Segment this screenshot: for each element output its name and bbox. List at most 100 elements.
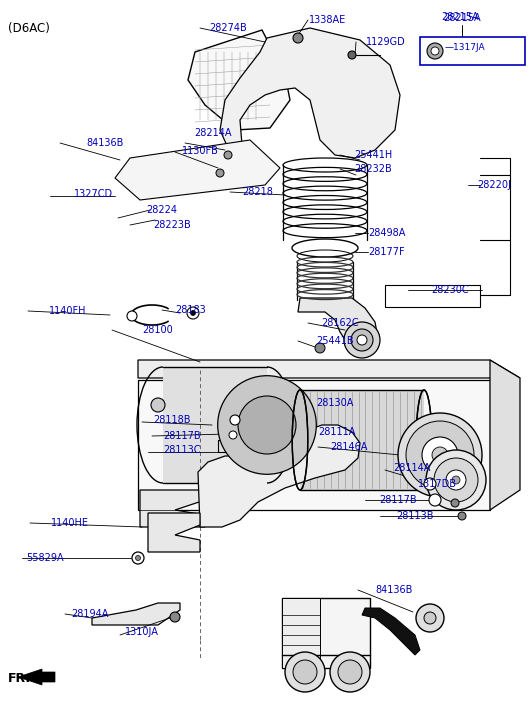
Circle shape xyxy=(422,437,458,473)
Circle shape xyxy=(216,169,224,177)
Circle shape xyxy=(127,311,137,321)
Circle shape xyxy=(293,660,317,684)
Polygon shape xyxy=(300,390,424,490)
Circle shape xyxy=(218,375,316,474)
Circle shape xyxy=(451,499,459,507)
Text: 1327CD: 1327CD xyxy=(74,189,114,199)
Text: 28162C: 28162C xyxy=(321,318,359,328)
Circle shape xyxy=(230,415,240,425)
Polygon shape xyxy=(140,490,205,527)
Text: 28223B: 28223B xyxy=(153,220,191,230)
Text: 1129GD: 1129GD xyxy=(366,37,406,47)
Polygon shape xyxy=(138,380,490,510)
Text: 28220J: 28220J xyxy=(477,180,511,190)
Circle shape xyxy=(151,398,165,412)
Polygon shape xyxy=(148,513,200,552)
Polygon shape xyxy=(220,28,400,160)
Polygon shape xyxy=(282,598,320,668)
Text: 28230C: 28230C xyxy=(431,285,469,295)
Text: 1317DB: 1317DB xyxy=(417,479,457,489)
Polygon shape xyxy=(18,669,55,685)
Text: 28117B: 28117B xyxy=(163,431,201,441)
Text: 28113C: 28113C xyxy=(163,445,201,455)
Text: 28114A: 28114A xyxy=(393,463,431,473)
Circle shape xyxy=(434,458,478,502)
Text: 28118B: 28118B xyxy=(153,415,191,425)
Circle shape xyxy=(285,652,325,692)
Text: 28214A: 28214A xyxy=(194,128,232,138)
Circle shape xyxy=(315,343,325,353)
Circle shape xyxy=(424,478,436,490)
Text: FR.: FR. xyxy=(8,672,31,685)
Polygon shape xyxy=(198,425,360,527)
Text: 1317JA: 1317JA xyxy=(450,47,484,57)
Text: 84136B: 84136B xyxy=(87,138,124,148)
Circle shape xyxy=(406,421,474,489)
Circle shape xyxy=(431,47,439,55)
Circle shape xyxy=(398,413,482,497)
Circle shape xyxy=(416,604,444,632)
Text: 28218: 28218 xyxy=(243,187,273,197)
Text: —1317JA: —1317JA xyxy=(445,44,486,52)
Text: 1140HE: 1140HE xyxy=(51,518,89,528)
Text: 28215A: 28215A xyxy=(441,12,479,22)
Circle shape xyxy=(338,660,362,684)
Circle shape xyxy=(424,612,436,624)
Text: 25441B: 25441B xyxy=(316,336,354,346)
Text: 28224: 28224 xyxy=(147,205,177,215)
Polygon shape xyxy=(298,298,378,350)
Text: 28274B: 28274B xyxy=(209,23,247,33)
Text: 28113B: 28113B xyxy=(396,511,434,521)
Circle shape xyxy=(191,311,195,316)
Polygon shape xyxy=(92,603,180,625)
Circle shape xyxy=(351,329,373,351)
Text: 28177F: 28177F xyxy=(369,247,405,257)
Circle shape xyxy=(446,470,466,490)
Circle shape xyxy=(426,450,486,510)
Text: 1310JA: 1310JA xyxy=(125,627,159,637)
Circle shape xyxy=(229,431,237,439)
Circle shape xyxy=(224,151,232,159)
Polygon shape xyxy=(362,608,420,655)
Circle shape xyxy=(293,33,303,43)
Text: 84136B: 84136B xyxy=(375,585,413,595)
Text: 28183: 28183 xyxy=(176,305,207,315)
Text: 28117B: 28117B xyxy=(379,495,417,505)
Circle shape xyxy=(170,612,180,622)
Text: 28111A: 28111A xyxy=(318,427,356,437)
Circle shape xyxy=(135,555,141,560)
Polygon shape xyxy=(490,360,520,510)
Text: 25441H: 25441H xyxy=(354,150,392,160)
Text: (D6AC): (D6AC) xyxy=(8,22,50,35)
Text: 55829A: 55829A xyxy=(26,553,64,563)
Text: 28232B: 28232B xyxy=(354,164,392,174)
Text: 28146A: 28146A xyxy=(330,442,367,452)
Text: 28498A: 28498A xyxy=(369,228,406,238)
Polygon shape xyxy=(282,598,370,668)
Text: 28194A: 28194A xyxy=(71,609,109,619)
Circle shape xyxy=(238,396,296,454)
Bar xyxy=(385,285,480,307)
Bar xyxy=(285,604,315,628)
Circle shape xyxy=(357,335,367,345)
Polygon shape xyxy=(138,360,520,378)
Text: 1130FB: 1130FB xyxy=(182,146,218,156)
Polygon shape xyxy=(163,367,267,483)
Circle shape xyxy=(432,447,448,463)
Circle shape xyxy=(458,512,466,520)
Polygon shape xyxy=(188,30,290,130)
Polygon shape xyxy=(115,140,280,200)
Circle shape xyxy=(348,51,356,59)
Bar xyxy=(420,37,525,65)
Circle shape xyxy=(427,43,443,59)
Circle shape xyxy=(187,307,199,319)
Text: 28215A: 28215A xyxy=(443,13,481,23)
Circle shape xyxy=(132,552,144,564)
Circle shape xyxy=(344,322,380,358)
Text: 28100: 28100 xyxy=(143,325,174,335)
Text: 1140FH: 1140FH xyxy=(49,306,87,316)
Circle shape xyxy=(429,494,441,506)
Circle shape xyxy=(452,476,460,484)
Circle shape xyxy=(330,652,370,692)
Text: 1338AE: 1338AE xyxy=(310,15,347,25)
